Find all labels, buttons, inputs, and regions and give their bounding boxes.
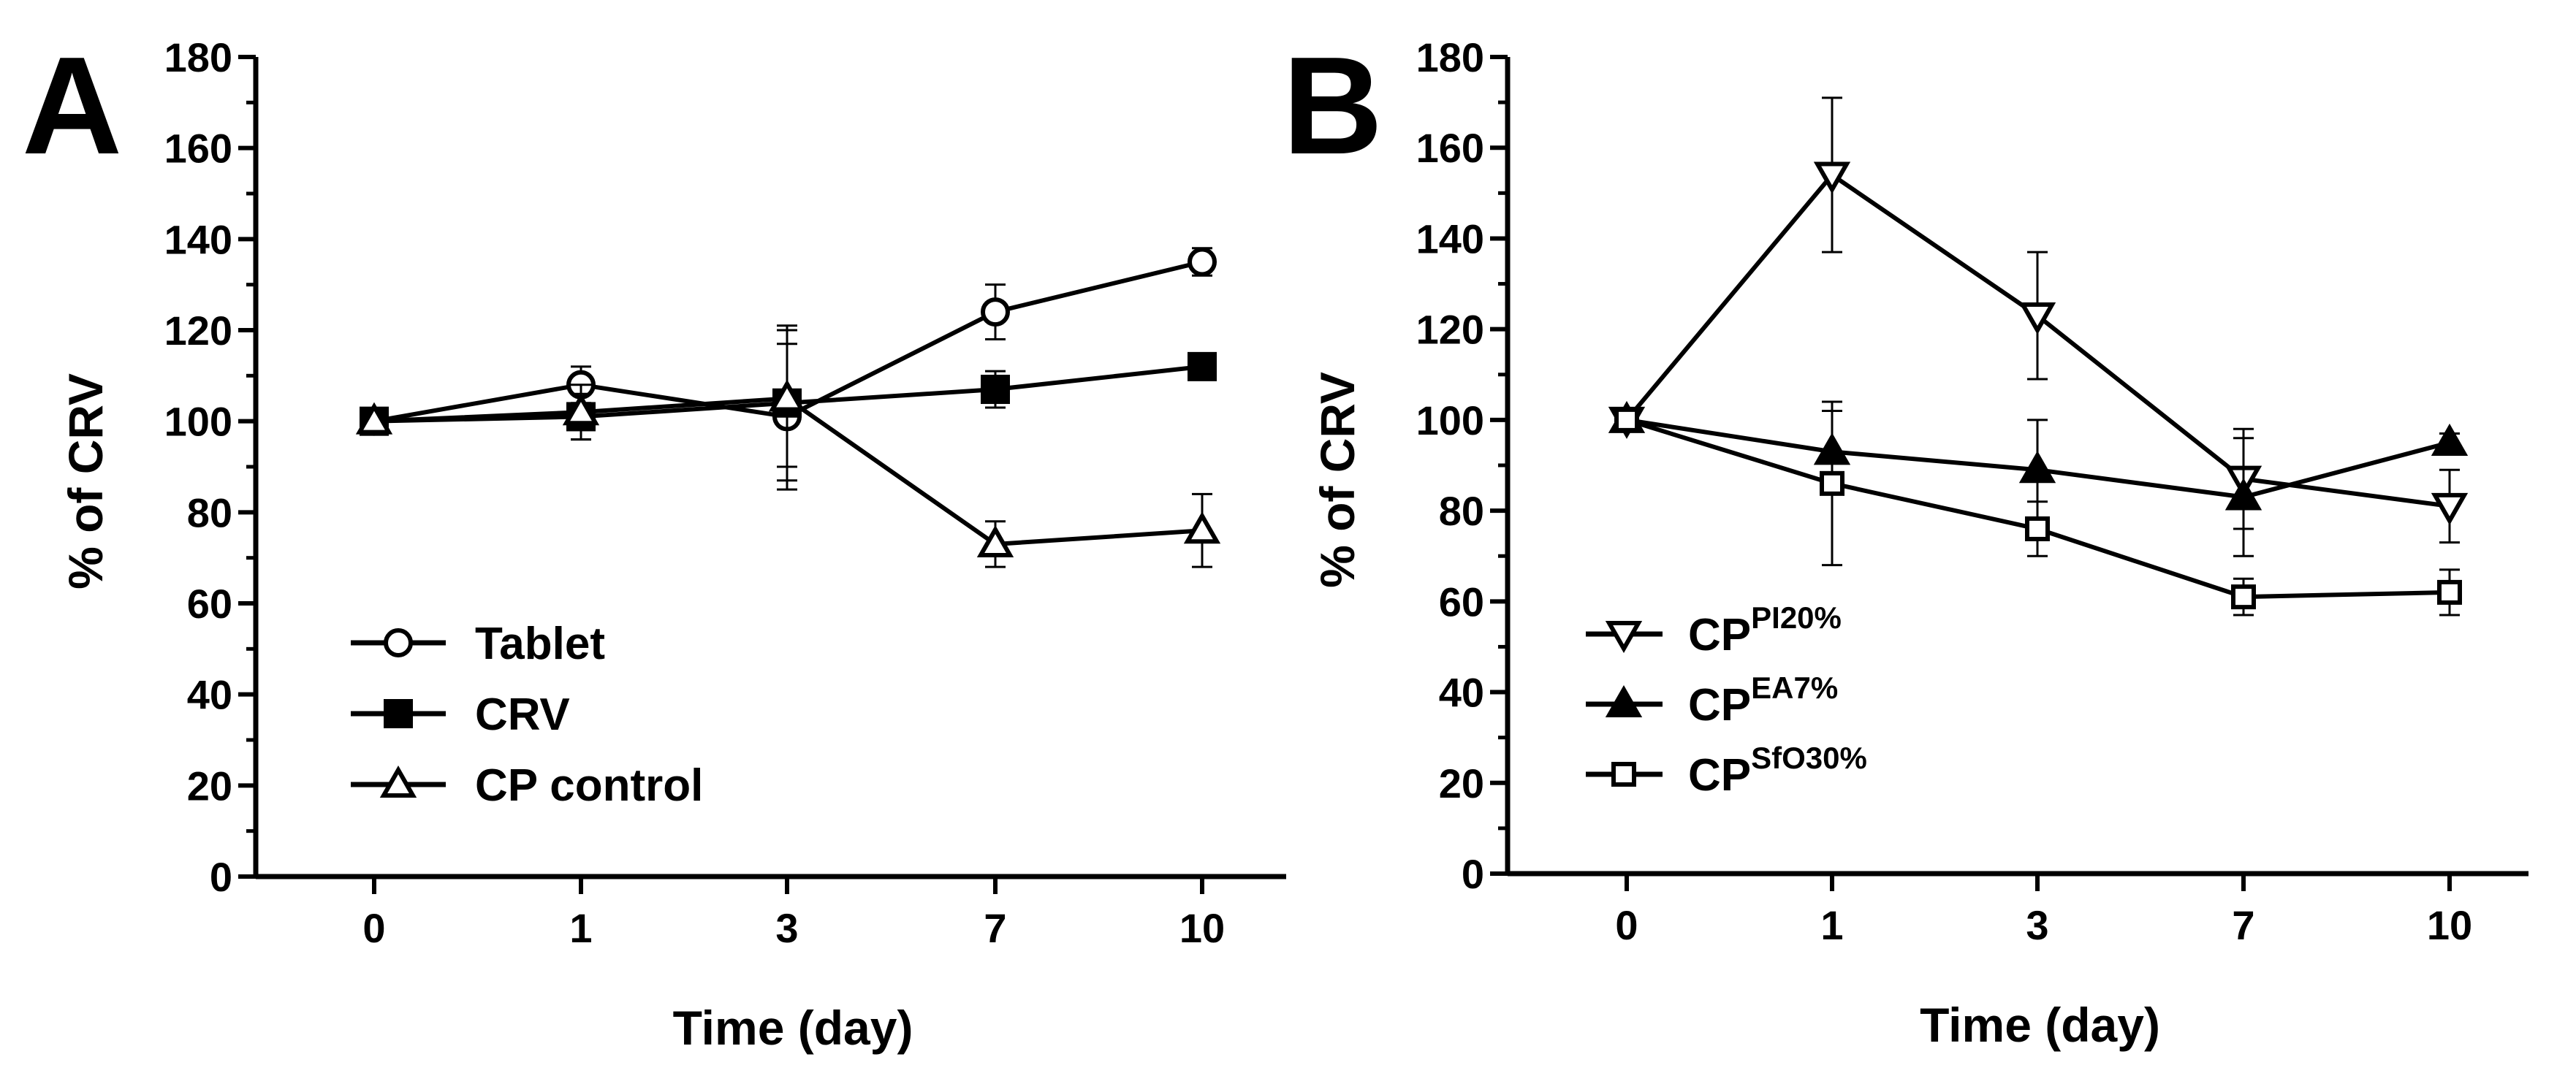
- x-axis-label: Time (day): [673, 1001, 913, 1055]
- x-tick-label: 10: [1179, 905, 1225, 951]
- legend-label: Tablet: [475, 619, 605, 669]
- panel-letter: B: [1283, 28, 1383, 183]
- y-tick-label: 80: [1439, 488, 1484, 534]
- legend-superscript: SfO30%: [1751, 741, 1867, 775]
- y-tick-label: 80: [187, 489, 232, 535]
- x-tick-label: 10: [2427, 902, 2472, 948]
- y-tick-label: 20: [187, 763, 232, 809]
- y-tick-label: 180: [164, 34, 232, 80]
- x-tick-label: 3: [775, 905, 798, 951]
- data-point: [1183, 511, 1221, 544]
- series-cpsfo30-: [1614, 400, 2462, 617]
- legend-superscript: PI20%: [1751, 600, 1842, 635]
- legend-label: CP control: [475, 760, 703, 811]
- x-tick-label: 7: [2232, 902, 2254, 948]
- data-point: [1820, 470, 1844, 496]
- x-tick-label: 1: [1820, 902, 1843, 948]
- legend-label: CPSfO30%: [1688, 741, 1867, 801]
- y-tick-label: 160: [164, 126, 232, 172]
- legend-entry: CRV: [351, 690, 570, 740]
- data-point: [2437, 579, 2462, 605]
- legend-label: CRV: [475, 690, 570, 740]
- data-point: [1188, 247, 1217, 277]
- y-tick-label: 140: [1416, 215, 1484, 262]
- y-tick-label: 60: [1439, 579, 1484, 625]
- y-tick-label: 20: [1439, 760, 1484, 806]
- legend-marker: [379, 765, 417, 798]
- y-tick-label: 180: [1416, 34, 1484, 80]
- x-tick-label: 0: [362, 905, 385, 951]
- legend-entry: CPEA7%: [1586, 671, 1838, 730]
- y-tick-label: 40: [187, 672, 232, 718]
- legend-entry: CPPI20%: [1586, 600, 1842, 660]
- y-tick-label: 100: [164, 399, 232, 445]
- legend-marker: [1605, 684, 1643, 717]
- y-axis-label: % of CRV: [58, 373, 113, 589]
- y-tick-label: 160: [1416, 125, 1484, 171]
- legend-marker: [1605, 621, 1643, 654]
- data-point: [768, 379, 806, 412]
- data-point: [562, 393, 600, 426]
- data-point: [2018, 302, 2056, 335]
- x-tick-label: 0: [1615, 902, 1638, 948]
- y-axis-label: % of CRV: [1310, 372, 1364, 588]
- data-point: [2231, 584, 2256, 610]
- legend-superscript: EA7%: [1751, 671, 1838, 705]
- x-tick-label: 1: [569, 905, 592, 951]
- panel-letter: A: [22, 28, 122, 183]
- x-tick-label: 3: [2026, 902, 2048, 948]
- legend-entry: CPSfO30%: [1586, 741, 1867, 801]
- data-point: [1813, 161, 1851, 194]
- data-point: [2025, 516, 2050, 541]
- legend-entry: Tablet: [351, 619, 605, 669]
- y-tick-label: 0: [1462, 851, 1484, 897]
- y-tick-label: 140: [164, 216, 232, 262]
- data-point: [981, 297, 1010, 327]
- x-axis-label: Time (day): [1920, 998, 2160, 1052]
- data-point: [1188, 351, 1217, 381]
- legend-marker: [384, 699, 413, 728]
- data-point: [2431, 423, 2469, 456]
- y-tick-label: 100: [1416, 397, 1484, 443]
- y-tick-label: 0: [210, 854, 232, 900]
- legend-marker: [384, 628, 413, 657]
- x-tick-label: 7: [984, 905, 1006, 951]
- data-point: [2431, 492, 2469, 525]
- data-point: [2018, 451, 2056, 484]
- series-cpea7-: [1608, 400, 2469, 557]
- series-cp-control: [355, 329, 1221, 568]
- legend-label: CPEA7%: [1688, 671, 1838, 730]
- data-point: [976, 524, 1014, 557]
- data-point: [1614, 407, 1639, 432]
- legend-marker: [1611, 762, 1636, 787]
- legend-entry: CP control: [351, 760, 703, 811]
- legend-label: CPPI20%: [1688, 600, 1842, 660]
- y-tick-label: 120: [1416, 307, 1484, 353]
- panel-a: A 0 20 40 60 80 100 120 140 160 180 0 1 3 7 10 Time (day…: [22, 28, 1286, 1055]
- data-point: [355, 402, 393, 435]
- y-tick-label: 120: [164, 308, 232, 354]
- panel-b: B 0 20 40 60 80 100 120 140 160 180 0 1 3 7 10 Time (day…: [1283, 28, 2528, 1052]
- y-tick-label: 60: [187, 581, 232, 627]
- data-point: [2224, 478, 2262, 511]
- y-tick-label: 40: [1439, 670, 1484, 716]
- data-point: [981, 375, 1010, 405]
